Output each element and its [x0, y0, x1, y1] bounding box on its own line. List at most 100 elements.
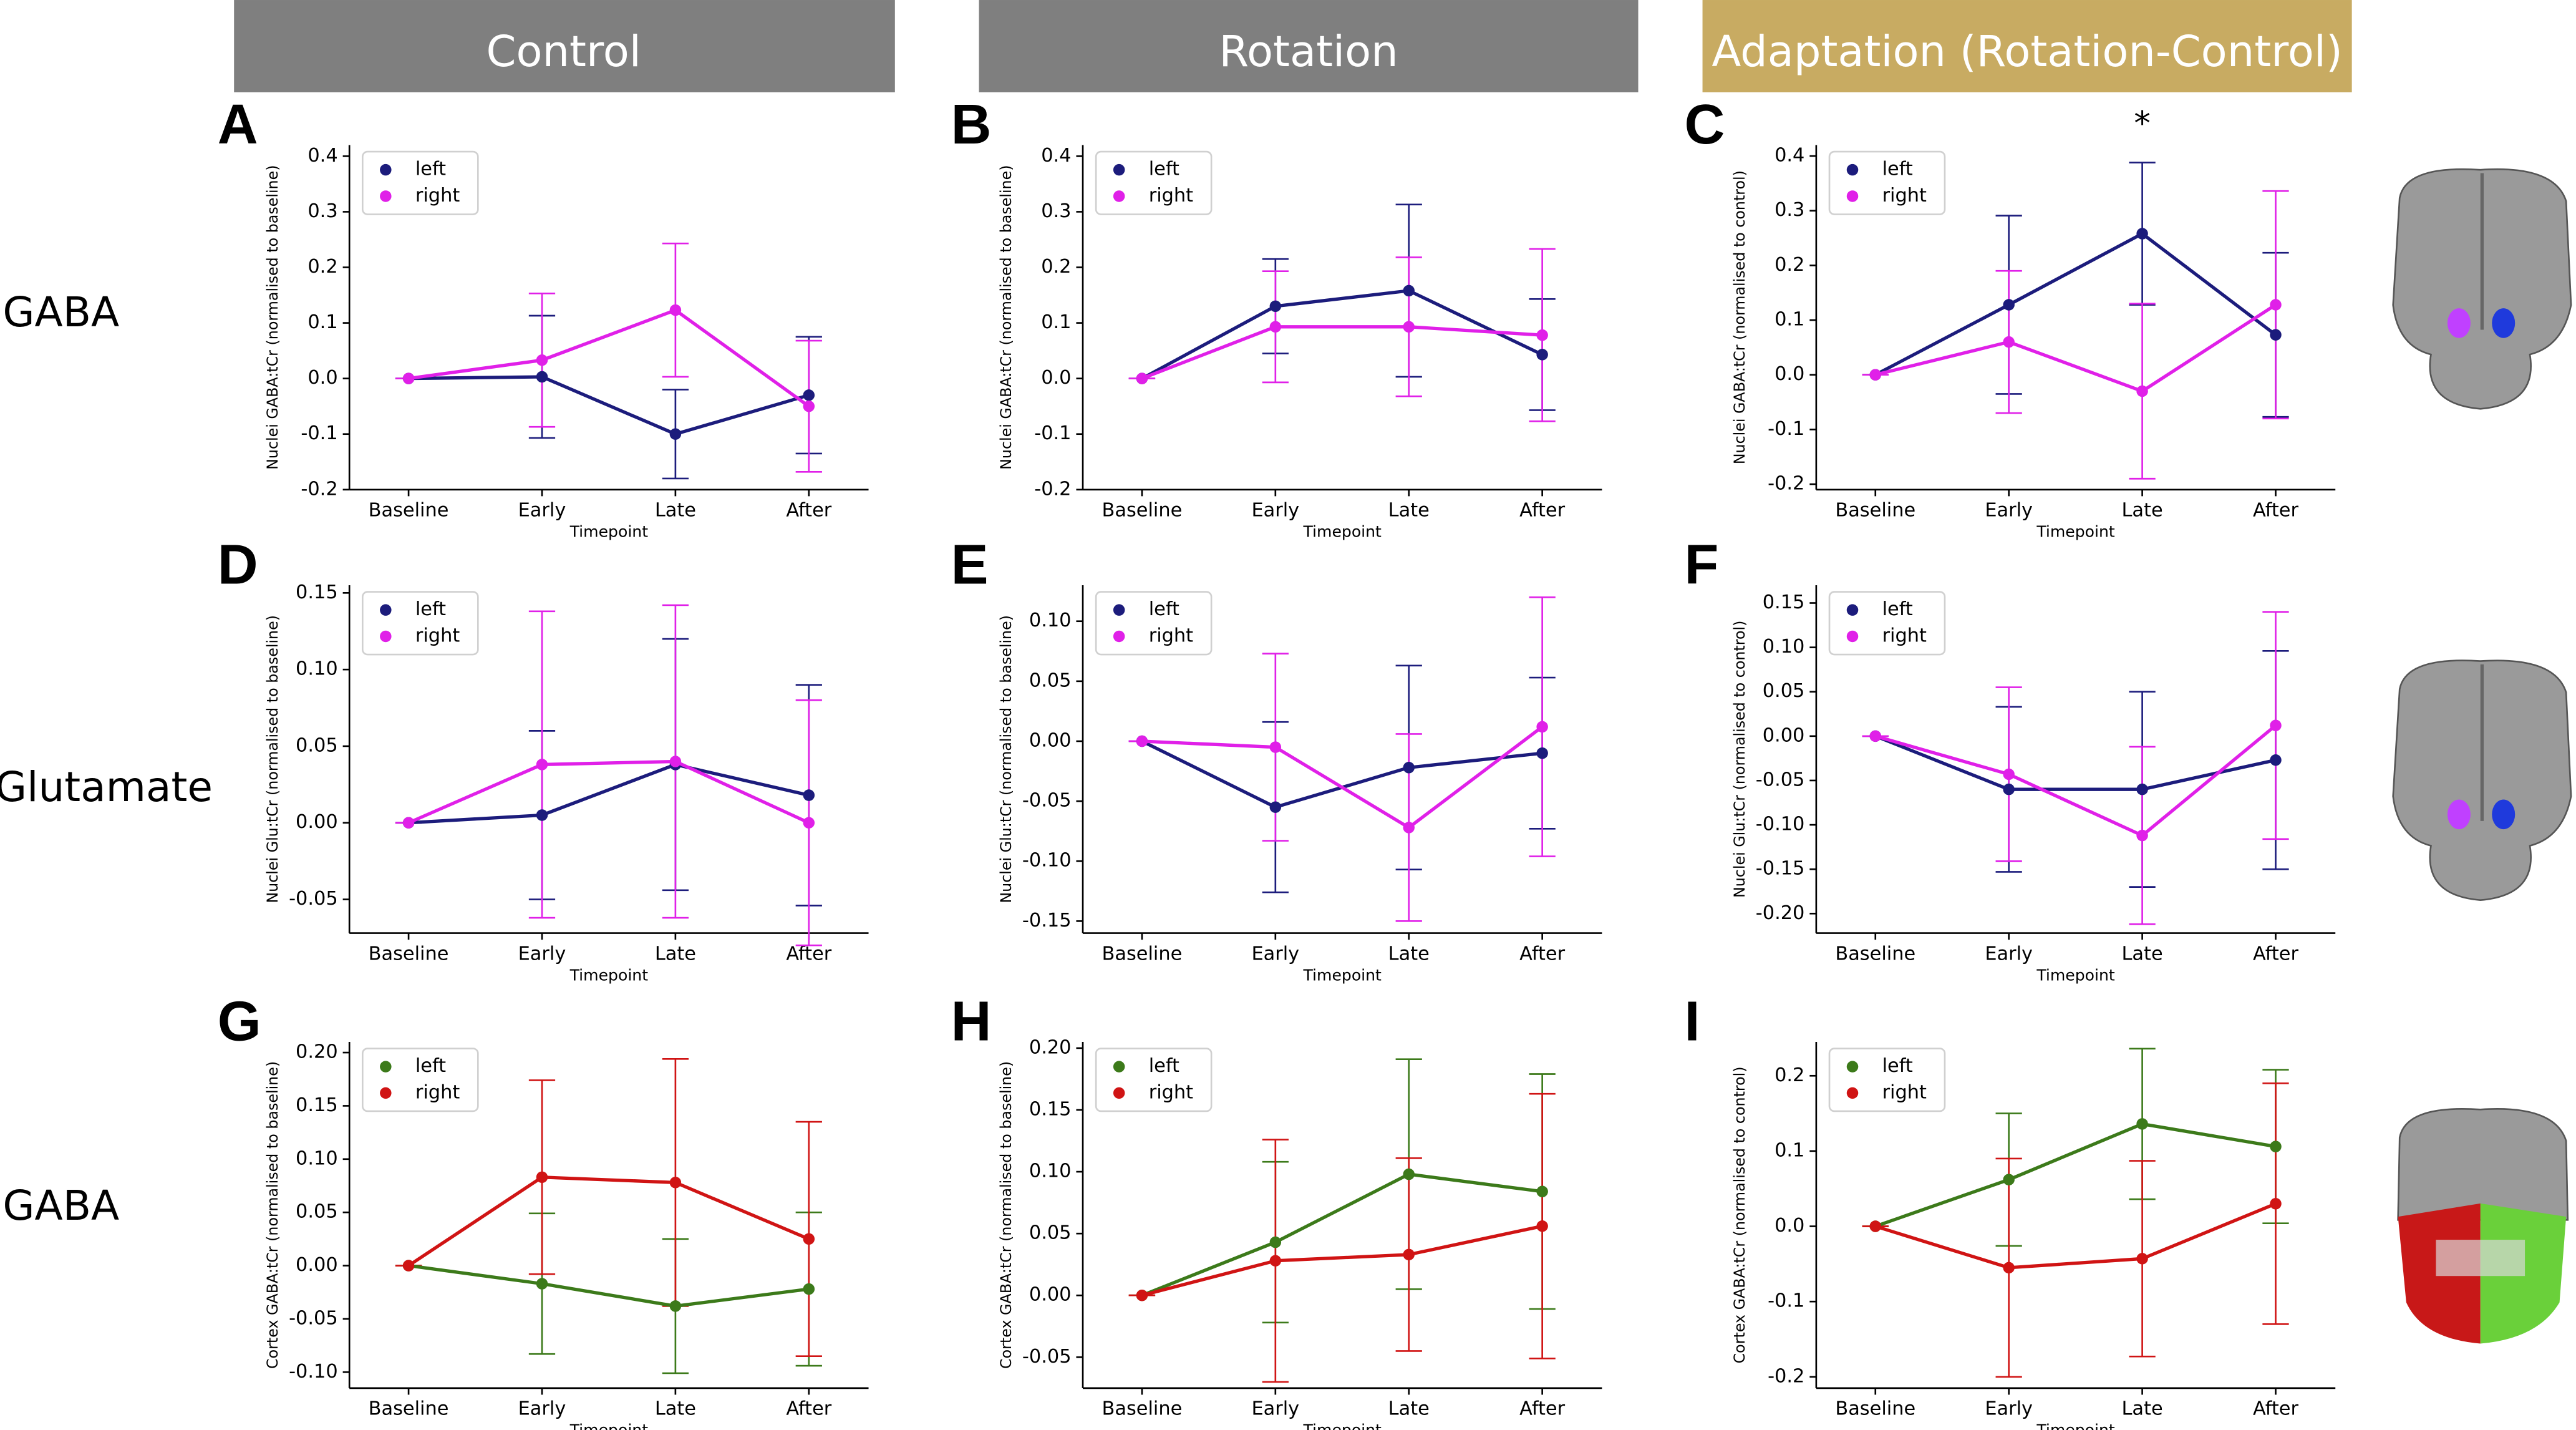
- x-tick-label: Baseline: [369, 500, 449, 522]
- series-line: [1141, 1172, 1542, 1297]
- y-tick-label: 0.2: [1775, 254, 1804, 276]
- y-tick-label: -0.1: [1768, 418, 1804, 440]
- brain-image: [2397, 1107, 2569, 1344]
- data-point: [1536, 721, 1548, 733]
- y-tick-label: 0.15: [296, 1094, 338, 1116]
- legend-box: [1828, 591, 1946, 656]
- data-point: [1269, 1255, 1282, 1267]
- legend-marker: [380, 163, 392, 176]
- data-point: [1536, 1220, 1548, 1232]
- x-tick-label: After: [1519, 1398, 1565, 1420]
- x-tick-label: Early: [1985, 500, 2033, 522]
- data-point: [803, 817, 815, 829]
- y-tick-label: -0.1: [301, 422, 337, 444]
- y-axis-label: Cortex GABA:tCr (normalised to control): [1731, 1066, 1748, 1363]
- data-point: [1269, 321, 1282, 333]
- y-tick-label: -0.1: [1768, 1290, 1804, 1312]
- legend-marker: [1113, 1087, 1125, 1099]
- y-axis-label: Nuclei Glu:tCr (normalised to baseline): [264, 615, 281, 903]
- legend-marker: [1846, 604, 1859, 616]
- panel-letter: I: [1684, 990, 1700, 1053]
- series-line: [408, 1263, 810, 1308]
- x-tick-label: Early: [518, 1398, 566, 1420]
- series-line: [1875, 724, 2277, 838]
- x-tick-label: Late: [2122, 943, 2163, 965]
- data-point: [2136, 1118, 2148, 1130]
- data-point: [1536, 747, 1548, 759]
- data-point: [2003, 299, 2015, 311]
- y-tick-label: 0.20: [296, 1041, 338, 1063]
- legend-marker: [1846, 163, 1859, 176]
- data-point: [2270, 299, 2282, 311]
- legend-label: left: [1149, 158, 1179, 180]
- data-point: [669, 1300, 682, 1312]
- y-tick-label: 0.0: [307, 367, 337, 389]
- series-line: [1141, 289, 1543, 380]
- y-tick-label: -0.2: [1034, 478, 1071, 500]
- y-tick-label: 0.00: [1029, 729, 1072, 751]
- data-point: [2270, 329, 2282, 341]
- panel-letter: C: [1684, 94, 1725, 156]
- data-point: [2136, 783, 2148, 795]
- series-line: [408, 759, 810, 825]
- data-point: [803, 1233, 815, 1245]
- data-point: [2270, 1141, 2282, 1152]
- y-tick-label: -0.05: [1022, 1346, 1072, 1368]
- header-box: [234, 0, 895, 92]
- data-point: [1403, 285, 1415, 297]
- series-line: [409, 375, 810, 436]
- y-axis-label: Cortex GABA:tCr (normalised to baseline): [997, 1061, 1015, 1369]
- y-tick-label: 0.4: [1775, 145, 1804, 167]
- data-point: [1536, 329, 1548, 341]
- legend-marker: [380, 604, 392, 616]
- x-tick-label: Late: [2122, 1398, 2163, 1420]
- y-tick-label: 0.0: [1041, 367, 1071, 389]
- row-label: GABA: [2, 288, 119, 336]
- panel-letter: H: [951, 990, 992, 1053]
- annotation: *: [2134, 104, 2150, 142]
- x-axis-label: Timepoint: [2036, 522, 2115, 540]
- data-point: [2003, 1262, 2015, 1274]
- y-tick-label: -0.05: [289, 888, 338, 910]
- data-point: [669, 428, 682, 440]
- x-tick-label: Early: [1251, 943, 1299, 965]
- column-header: Rotation: [1219, 27, 1398, 77]
- series-line: [1874, 1202, 2277, 1270]
- data-point: [536, 1171, 548, 1184]
- x-tick-label: After: [2253, 1398, 2298, 1420]
- data-point: [803, 389, 815, 401]
- x-tick-label: After: [786, 943, 831, 965]
- x-tick-label: Early: [1251, 1398, 1299, 1420]
- legend-label: left: [1149, 598, 1179, 620]
- x-axis-label: Timepoint: [2036, 1421, 2115, 1430]
- x-axis-label: Timepoint: [1302, 966, 1382, 984]
- x-tick-label: Baseline: [1835, 943, 1915, 965]
- data-point: [1269, 1236, 1282, 1248]
- data-point: [536, 354, 548, 366]
- legend-marker: [380, 1061, 392, 1072]
- x-tick-label: Baseline: [1102, 500, 1183, 522]
- legend-label: left: [1149, 1055, 1179, 1077]
- y-tick-label: 0.20: [1029, 1036, 1072, 1058]
- x-tick-label: Late: [655, 943, 696, 965]
- series-line: [1875, 303, 2277, 393]
- x-tick-label: Late: [1388, 500, 1430, 522]
- data-point: [1536, 1185, 1548, 1198]
- y-tick-label: 0.10: [1029, 1160, 1072, 1182]
- y-tick-label: 0.15: [1029, 1098, 1072, 1120]
- header-box: [1702, 0, 2352, 92]
- series-line: [407, 1175, 810, 1267]
- y-tick-label: 0.1: [1775, 1139, 1804, 1161]
- data-point: [2003, 336, 2015, 348]
- data-point: [2270, 754, 2282, 766]
- x-tick-label: Baseline: [369, 1398, 449, 1420]
- column-header: Adaptation (Rotation-Control): [1712, 27, 2342, 77]
- legend-label: left: [1882, 1055, 1913, 1077]
- x-tick-label: Baseline: [369, 943, 449, 965]
- y-tick-label: 0.05: [1029, 1222, 1072, 1244]
- y-axis-label: Nuclei GABA:tCr (normalised to baseline): [997, 165, 1015, 469]
- x-tick-label: After: [1519, 943, 1565, 965]
- legend-box: [1828, 1048, 1946, 1112]
- legend-label: right: [1882, 1081, 1927, 1103]
- x-tick-label: Early: [518, 500, 566, 522]
